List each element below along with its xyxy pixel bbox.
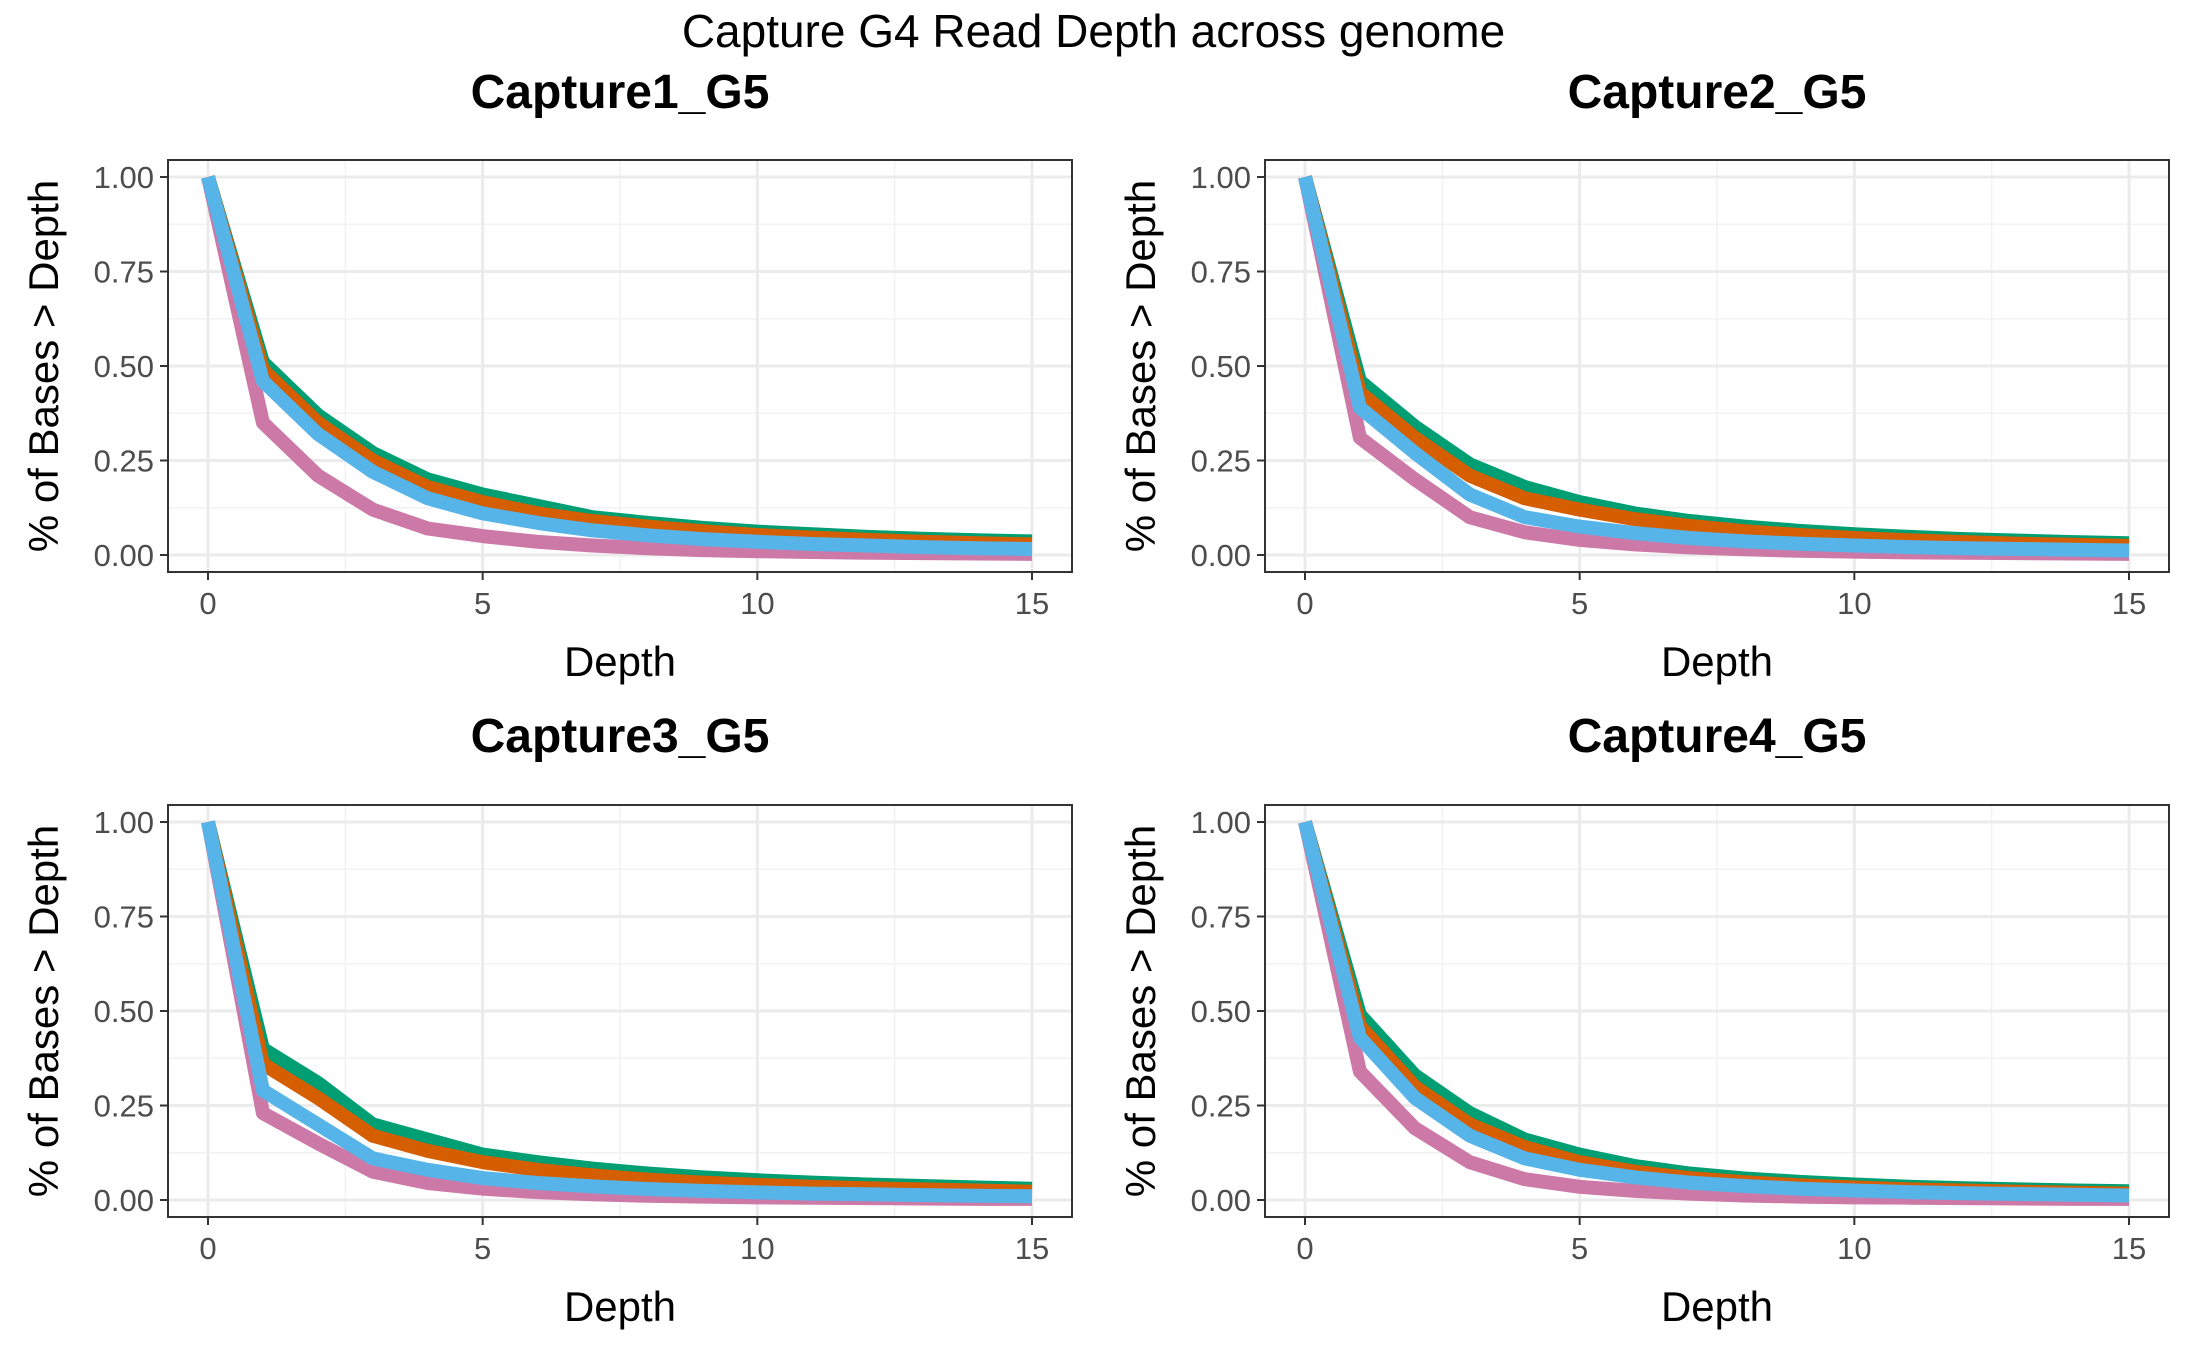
panel-border (1264, 159, 2170, 573)
series-line (1298, 820, 2130, 1203)
x-tick-label: 0 (199, 1231, 216, 1266)
y-tick-label: 1.00 (94, 160, 154, 195)
x-tick-label: 5 (474, 1231, 491, 1266)
x-tick-label: 5 (1571, 586, 1588, 621)
y-tick-label: 0.25 (1191, 1089, 1251, 1124)
x-tick-label: 10 (1837, 586, 1871, 621)
y-tick-label: 1.00 (94, 805, 154, 840)
figure-title: Capture G4 Read Depth across genome (681, 5, 1506, 57)
y-tick-label: 1.00 (1191, 805, 1251, 840)
y-tick-label: 0.75 (94, 900, 154, 935)
series-line (1298, 175, 2130, 558)
y-tick-label: 0.25 (1191, 444, 1251, 479)
x-axis-label: Depth (1661, 638, 1773, 685)
panel-border (167, 159, 1073, 573)
y-tick-label: 0.00 (94, 1183, 154, 1218)
series-line (201, 820, 1033, 1204)
x-tick-label: 10 (740, 1231, 774, 1266)
x-axis-label: Depth (564, 1283, 676, 1330)
x-axis-label: Depth (1661, 1283, 1773, 1330)
y-tick-label: 0.50 (1191, 349, 1251, 384)
facet-panel: Capture1_G5 0 5 10 15 0.00 0.25 0.50 0.75 1.00 Dep… (20, 66, 1073, 685)
y-axis-label: % of Bases > Depth (20, 180, 67, 552)
facet-panel: Capture3_G5 0 5 10 15 0.00 0.25 0.50 0.75 1.00 Dep… (20, 710, 1073, 1330)
facet-panel: Capture4_G5 0 5 10 15 0.00 0.25 0.50 0.75 1.00 Dep… (1117, 710, 2170, 1330)
y-tick-label: 0.50 (94, 994, 154, 1029)
y-tick-label: 0.75 (1191, 900, 1251, 935)
y-tick-label: 0.25 (94, 444, 154, 479)
y-tick-label: 0.50 (1191, 994, 1251, 1029)
x-axis-label: Depth (564, 638, 676, 685)
panel-title: Capture3_G5 (471, 710, 770, 763)
y-tick-label: 0.75 (94, 255, 154, 290)
x-tick-label: 15 (2112, 1231, 2146, 1266)
panel-border (1264, 804, 2170, 1218)
x-tick-label: 0 (1296, 586, 1313, 621)
x-tick-label: 10 (1837, 1231, 1871, 1266)
panel-title: Capture4_G5 (1568, 710, 1867, 763)
x-tick-label: 15 (1015, 1231, 1049, 1266)
panel-title: Capture1_G5 (471, 66, 770, 119)
y-tick-label: 0.25 (94, 1089, 154, 1124)
y-tick-label: 0.00 (1191, 538, 1251, 573)
x-tick-label: 5 (474, 586, 491, 621)
series-line (201, 175, 1033, 556)
y-tick-label: 0.75 (1191, 255, 1251, 290)
facet-panel: Capture2_G5 0 5 10 15 0.00 0.25 0.50 0.75 1.00 Dep… (1117, 66, 2170, 685)
x-tick-label: 0 (199, 586, 216, 621)
y-axis-label: % of Bases > Depth (1117, 825, 1164, 1197)
y-tick-label: 1.00 (1191, 160, 1251, 195)
x-tick-label: 15 (1015, 586, 1049, 621)
x-tick-label: 5 (1571, 1231, 1588, 1266)
y-tick-label: 0.00 (1191, 1183, 1251, 1218)
panel-border (167, 804, 1073, 1218)
y-axis-label: % of Bases > Depth (20, 825, 67, 1197)
y-axis-label: % of Bases > Depth (1117, 180, 1164, 552)
y-tick-label: 0.00 (94, 538, 154, 573)
x-tick-label: 15 (2112, 586, 2146, 621)
panel-title: Capture2_G5 (1568, 66, 1867, 119)
y-tick-label: 0.50 (94, 349, 154, 384)
x-tick-label: 0 (1296, 1231, 1313, 1266)
x-tick-label: 10 (740, 586, 774, 621)
